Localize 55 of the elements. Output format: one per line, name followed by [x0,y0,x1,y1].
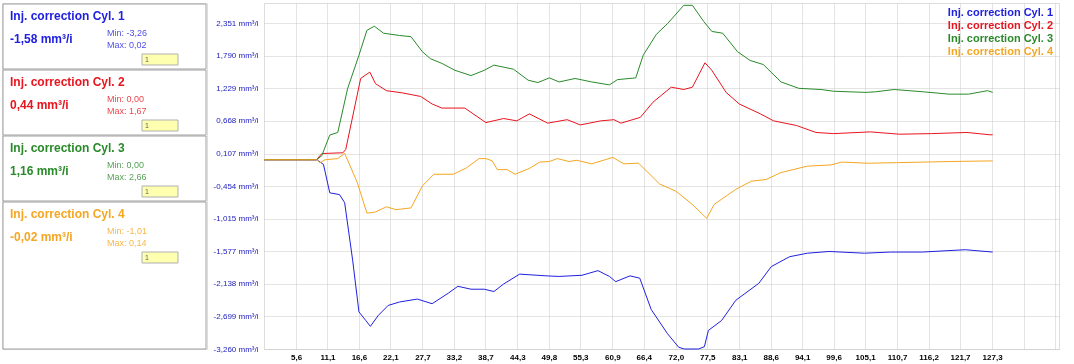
text: Inj. correction Cyl. 3 [947,32,1053,44]
x-tick-label: 99,6 [826,352,843,362]
x-tick-label: 11,1 [320,352,337,362]
x-tick-label: 22,1 [383,352,400,362]
x-tick-label: 27,7 [415,352,432,362]
text: Max: 0,02 [107,40,147,50]
x-tick-label: 16,6 [351,352,368,362]
text: Inj. correction Cyl. 4 [10,207,126,221]
text: Inj. correction Cyl. 2 [10,75,126,89]
y-tick-label: -1,015 mm³/i [213,214,259,224]
text: Inj. correction Cyl. 1 [10,9,126,23]
y-tick-label: 1,229 mm³/i [216,83,259,93]
x-tick-label: 44,3 [510,352,527,362]
text: 1,16 mm³/i [10,164,69,178]
text: Max: 2,66 [107,172,147,182]
y-tick-label: 1,790 mm³/i [216,51,259,61]
text: Inj. correction Cyl. 4 [947,45,1054,57]
x-tick-label: 55,3 [573,352,590,362]
x-tick-label: 83,1 [732,352,749,362]
x-tick-label: 33,2 [446,352,463,362]
text: Inj. correction Cyl. 2 [947,19,1053,31]
x-tick-label: 88,6 [763,352,780,362]
text: 0,44 mm³/i [10,98,69,112]
x-tick-label: 66,4 [636,352,653,362]
text: Min: -1,01 [107,226,148,236]
text: Inj. correction Cyl. 1 [947,6,1053,18]
x-tick-label: 60,9 [605,352,622,362]
x-tick-label: 110,7 [887,352,908,362]
y-tick-label: -2,138 mm³/i [213,279,259,289]
text: Min: 0,00 [107,160,145,170]
x-tick-label: 121,7 [950,352,972,362]
x-tick-label: 77,5 [699,352,717,362]
line-series [263,152,994,219]
x-tick-label: 5,6 [290,352,303,362]
y-tick-label: 2,351 mm³/i [216,18,259,28]
x-tick-label: 94,1 [794,352,812,362]
x-tick-label: 105,1 [855,352,877,362]
y-tick-label: -3,260 mm³/i [213,344,259,354]
text: Max: 1,67 [107,106,147,116]
x-tick-label: 127,3 [982,352,1004,362]
text: Max: 0,14 [107,238,147,248]
y-tick-label: -2,699 mm³/i [213,311,259,321]
text: Inj. correction Cyl. 3 [10,141,126,155]
text: Min: -3,26 [107,28,148,38]
x-tick-label: 49,8 [541,352,558,362]
text: -0,02 mm³/i [10,230,73,244]
y-tick-label: -0,454 mm³/i [213,181,259,191]
x-tick-label: 72,0 [668,352,685,362]
text: -1,58 mm³/i [10,32,73,46]
x-tick-label: 116,2 [919,352,940,362]
y-tick-label: 0,107 mm³/i [216,149,259,159]
y-tick-label: 0,668 mm³/i [216,116,259,126]
text: Min: 0,00 [107,94,145,104]
y-tick-label: -1,577 mm³/i [213,246,259,256]
x-tick-label: 38,7 [478,352,495,362]
